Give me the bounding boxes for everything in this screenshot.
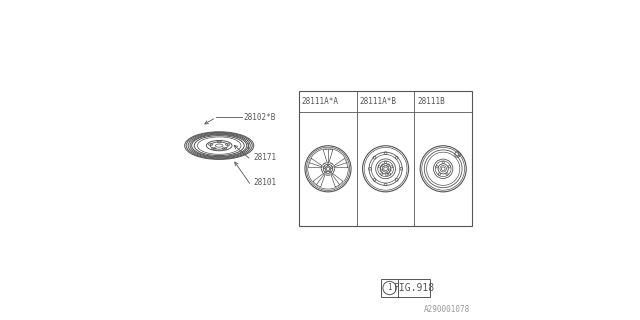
Text: 1: 1 [456,151,460,157]
Bar [381,279,430,297]
Bar [388,169,392,172]
Bar [300,91,472,226]
Text: FIG.918: FIG.918 [394,283,435,293]
Bar [380,169,383,172]
Polygon shape [331,173,343,187]
Bar [387,164,390,167]
Polygon shape [313,173,325,187]
Text: 28101: 28101 [253,178,276,187]
Bar [385,172,387,175]
Polygon shape [323,149,333,163]
Text: 28102*B: 28102*B [243,113,276,122]
Polygon shape [333,158,348,168]
Text: 1: 1 [387,284,392,292]
Text: 28111A*A: 28111A*A [302,97,339,106]
Text: 28171: 28171 [253,153,276,162]
Bar [381,164,385,167]
Text: 28111B: 28111B [417,97,445,106]
Polygon shape [308,158,323,168]
Text: A290001078: A290001078 [424,305,470,314]
Text: 28111A*B: 28111A*B [360,97,396,106]
